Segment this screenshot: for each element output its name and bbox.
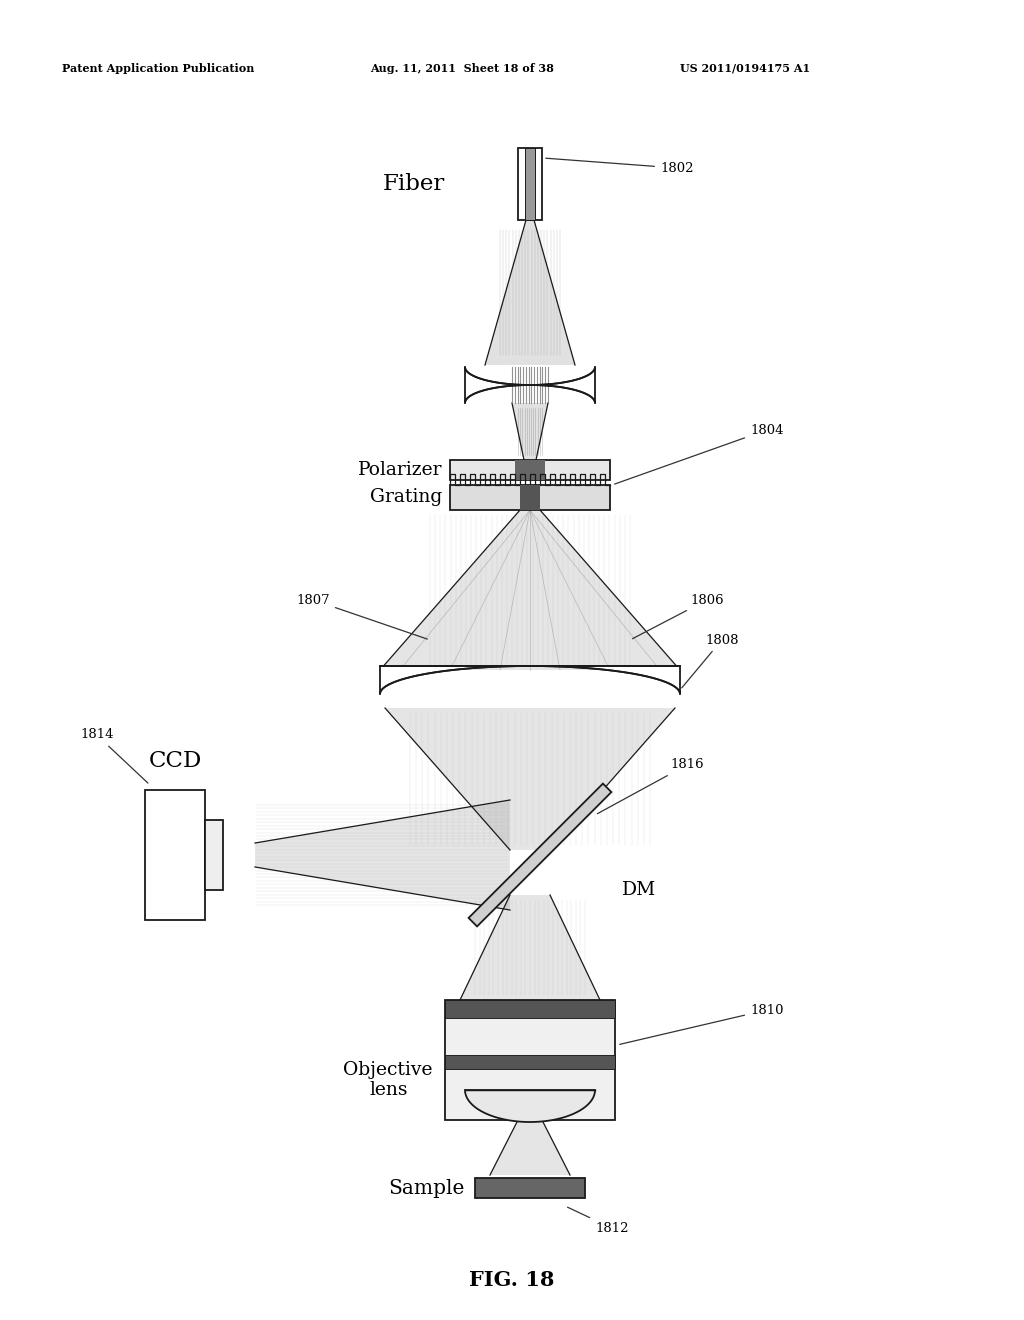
- Text: CCD: CCD: [148, 750, 202, 772]
- Text: 1806: 1806: [633, 594, 724, 639]
- Text: Polarizer: Polarizer: [357, 461, 442, 479]
- Polygon shape: [450, 459, 610, 480]
- Polygon shape: [445, 1001, 615, 1018]
- Text: Aug. 11, 2011  Sheet 18 of 38: Aug. 11, 2011 Sheet 18 of 38: [370, 62, 554, 74]
- Text: Fiber: Fiber: [383, 173, 445, 195]
- Text: Grating: Grating: [370, 488, 442, 507]
- Text: Sample: Sample: [389, 1179, 465, 1197]
- Polygon shape: [445, 1055, 615, 1069]
- Polygon shape: [475, 1177, 585, 1199]
- Polygon shape: [490, 1119, 570, 1175]
- Text: 1808: 1808: [682, 634, 738, 688]
- Polygon shape: [520, 484, 540, 510]
- Text: FIG. 18: FIG. 18: [469, 1270, 555, 1290]
- Polygon shape: [512, 403, 548, 459]
- Text: 1812: 1812: [567, 1208, 629, 1234]
- Text: 1816: 1816: [597, 759, 703, 813]
- Polygon shape: [380, 667, 680, 694]
- Polygon shape: [460, 895, 600, 1001]
- Text: DM: DM: [622, 880, 656, 899]
- Polygon shape: [469, 784, 611, 927]
- Polygon shape: [255, 800, 510, 909]
- Text: 1802: 1802: [546, 158, 693, 174]
- Text: Patent Application Publication: Patent Application Publication: [62, 62, 254, 74]
- Text: Objective
lens: Objective lens: [343, 1060, 433, 1100]
- Polygon shape: [450, 484, 610, 510]
- Polygon shape: [385, 708, 675, 850]
- Polygon shape: [518, 148, 542, 220]
- Text: 1814: 1814: [80, 729, 148, 783]
- Text: 1807: 1807: [296, 594, 427, 639]
- Polygon shape: [515, 459, 545, 480]
- Text: 1804: 1804: [614, 424, 783, 484]
- Polygon shape: [445, 1001, 615, 1119]
- Polygon shape: [485, 220, 575, 366]
- Polygon shape: [380, 510, 680, 671]
- Polygon shape: [525, 148, 535, 220]
- Polygon shape: [465, 367, 595, 403]
- Polygon shape: [145, 789, 205, 920]
- Polygon shape: [465, 1090, 595, 1122]
- Polygon shape: [205, 820, 223, 890]
- Text: US 2011/0194175 A1: US 2011/0194175 A1: [680, 62, 810, 74]
- Text: 1810: 1810: [620, 1003, 783, 1044]
